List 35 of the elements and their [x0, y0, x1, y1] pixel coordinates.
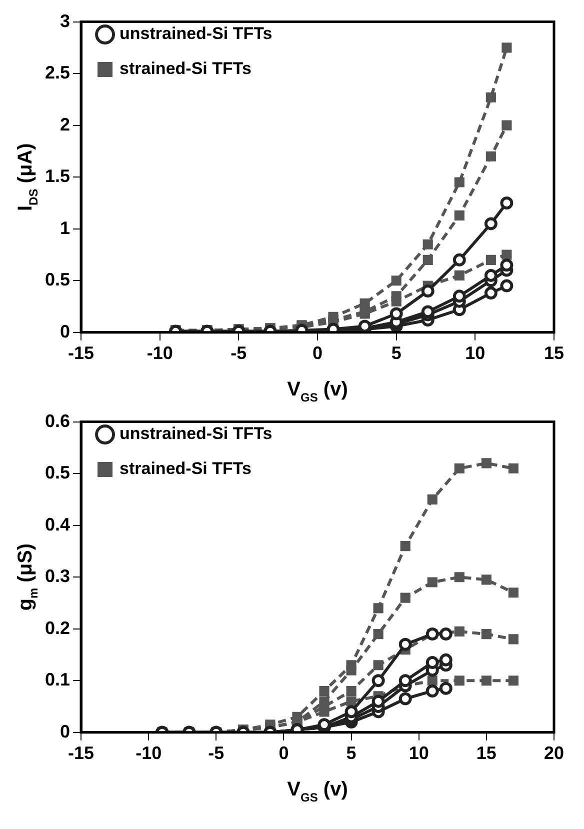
x-tick-label: 0	[312, 343, 323, 364]
y-axis-title: gm (μS)	[14, 543, 40, 611]
x-tick-label: 15	[476, 743, 496, 764]
y-tick-label: 0	[60, 321, 70, 342]
x-tick-label: 20	[544, 743, 564, 764]
x-tick-label: -15	[68, 743, 94, 764]
y-tick-label: 0.1	[44, 670, 70, 690]
y-tick-label: 0.3	[44, 566, 70, 586]
y-tick-label: 0.2	[44, 618, 70, 638]
x-tick-label: 10	[465, 343, 486, 364]
x-tick-label: -15	[68, 343, 94, 364]
x-tick-label: -5	[208, 743, 224, 764]
y-tick-label: 1.5	[44, 166, 70, 186]
y-tick-label: 0.5	[44, 270, 70, 290]
y-tick-label: 2	[60, 114, 70, 134]
legend-label: strained-Si TFTs	[120, 59, 252, 78]
y-tick-label: 1	[60, 218, 70, 238]
x-tick-label: 5	[346, 743, 356, 764]
y-tick-label: 3	[60, 10, 70, 31]
y-tick-label: 0.4	[44, 514, 70, 534]
x-tick-label: 10	[408, 743, 429, 764]
legend-label: unstrained-Si TFTs	[120, 424, 272, 444]
x-tick-label: -10	[146, 343, 173, 364]
legend-label: unstrained-Si TFTs	[120, 24, 272, 44]
x-tick-label: 15	[544, 343, 564, 364]
y-tick-label: 0	[60, 721, 70, 742]
y-axis-title: IDS (μA)	[14, 143, 40, 211]
y-tick-label: 0.6	[44, 410, 70, 431]
x-tick-label: 5	[391, 343, 402, 364]
x-tick-label: -5	[230, 343, 247, 364]
y-tick-label: 0.5	[44, 462, 70, 483]
legend-label: strained-Si TFTs	[120, 459, 252, 478]
y-tick-label: 2.5	[44, 62, 70, 83]
x-tick-label: 0	[278, 743, 289, 764]
x-tick-label: -10	[136, 743, 162, 764]
